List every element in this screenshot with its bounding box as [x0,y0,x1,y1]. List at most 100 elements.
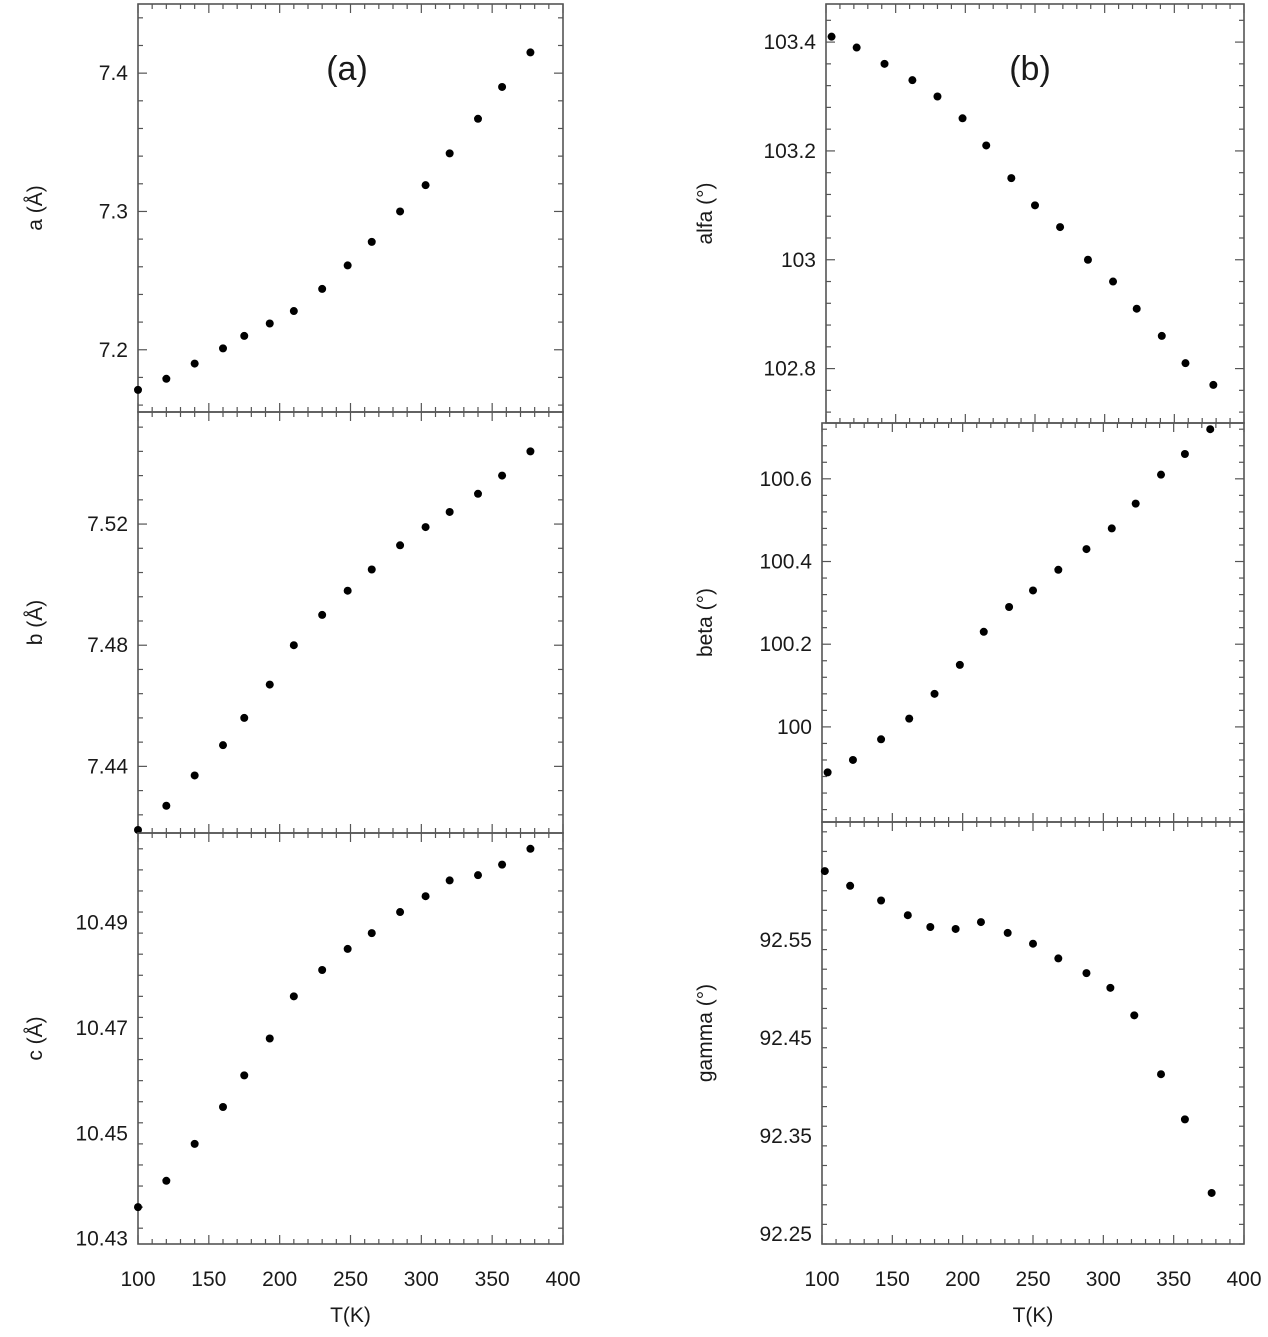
x-tick-label: 300 [404,1268,439,1291]
data-point [1209,380,1218,389]
data-point [903,911,912,920]
x-tick-label: 100 [120,1268,155,1291]
y-tick-label: 103 [781,249,816,272]
data-point [445,507,454,516]
x-tick-label: 250 [1015,1268,1050,1291]
panel-label: (a) [326,50,368,88]
data-point [1109,277,1118,286]
x-tick-label: 250 [333,1268,368,1291]
data-point [1056,223,1065,232]
data-point [421,181,430,190]
data-point [367,237,376,246]
data-point [1054,565,1063,574]
data-point [877,735,886,744]
data-point [190,1139,199,1148]
x-tick-label: 200 [945,1268,980,1291]
data-point [498,860,507,869]
data-point [240,331,249,340]
data-point [1003,928,1012,937]
data-point [827,32,836,41]
data-point [526,447,535,456]
data-point [396,908,405,917]
data-point [289,992,298,1001]
panel-5: 100 100.2 100.4 100.6 beta (°) [694,422,1245,823]
x-axis-label: T(K) [1013,1304,1054,1327]
x-tick-label: 200 [262,1268,297,1291]
data-point [134,385,142,394]
y-tick-label: 10.45 [75,1122,128,1145]
x-tick-label: 350 [475,1268,510,1291]
data-point [1180,450,1189,459]
data-point [343,944,352,953]
x-axis-label: T(K) [330,1304,371,1327]
data-point [852,43,861,52]
y-tick-label: 92.45 [759,1027,812,1050]
y-tick-label: 7.48 [87,634,128,657]
data-point [289,307,298,316]
y-tick-label: 7.3 [99,200,128,223]
y-tick-label: 102.8 [763,358,816,381]
y-axis-label: b (Å) [24,600,47,646]
data-point [474,489,482,498]
y-tick-label: 7.4 [99,62,129,85]
data-point [930,689,939,698]
y-tick-label: 103.2 [763,140,816,163]
data-point [526,844,535,853]
data-point [445,149,454,158]
data-point [134,1203,142,1212]
y-tick-label: 10.43 [75,1228,128,1251]
data-point [474,114,482,123]
data-point [933,92,942,101]
x-tick-label: 100 [804,1268,839,1291]
data-point [1181,359,1190,368]
y-tick-label: 7.2 [99,339,128,362]
data-point [318,966,327,974]
data-point [982,141,991,150]
data-point [343,261,352,270]
data-point [820,867,829,876]
x-tick-label: 400 [1226,1268,1261,1291]
data-point [1157,470,1166,479]
data-point [1106,983,1115,992]
data-point [951,924,960,933]
data-point [265,319,274,328]
x-tick-label: 150 [191,1268,226,1291]
data-point [367,929,376,938]
panel-label: (b) [1009,50,1051,88]
data-point [1029,586,1037,595]
data-point [219,741,227,750]
data-point [1157,1070,1166,1079]
y-tick-label: 100 [777,716,812,739]
y-tick-label: 7.52 [87,513,128,536]
data-point [979,627,988,636]
data-point [823,768,832,777]
data-point [367,565,376,574]
data-point [1131,499,1140,508]
x-tick-label: 400 [545,1268,580,1291]
y-axis-label: a (Å) [24,185,47,231]
y-axis-label: alfa (°) [694,182,717,244]
data-point [445,876,454,885]
data-point [289,641,298,650]
data-point [240,713,249,722]
data-point [265,1034,274,1043]
data-point [1130,1011,1139,1020]
data-point [955,660,964,669]
x-tick-label: 150 [875,1268,910,1291]
data-point [318,284,327,293]
data-point [1157,331,1166,340]
panel-6: 92.25 92.35 92.45 92.55 100 150 200 250 300 350 40… [694,821,1262,1327]
y-tick-label: 7.44 [87,755,128,778]
y-tick-label: 103.4 [763,31,816,54]
data-point [1132,304,1141,313]
panel-4: 102.8 103 103.2 103.4 alfa (°) (b) [694,3,1245,424]
data-point [265,680,274,689]
y-tick-label: 92.55 [759,929,812,952]
data-point [343,586,352,595]
data-point [1031,201,1039,210]
data-point [421,523,430,532]
panel-3: 10.43 10.45 10.47 10.49 100 150 200 250 300 350 40… [24,832,581,1327]
y-tick-label: 10.47 [75,1017,128,1040]
data-point [880,59,889,68]
